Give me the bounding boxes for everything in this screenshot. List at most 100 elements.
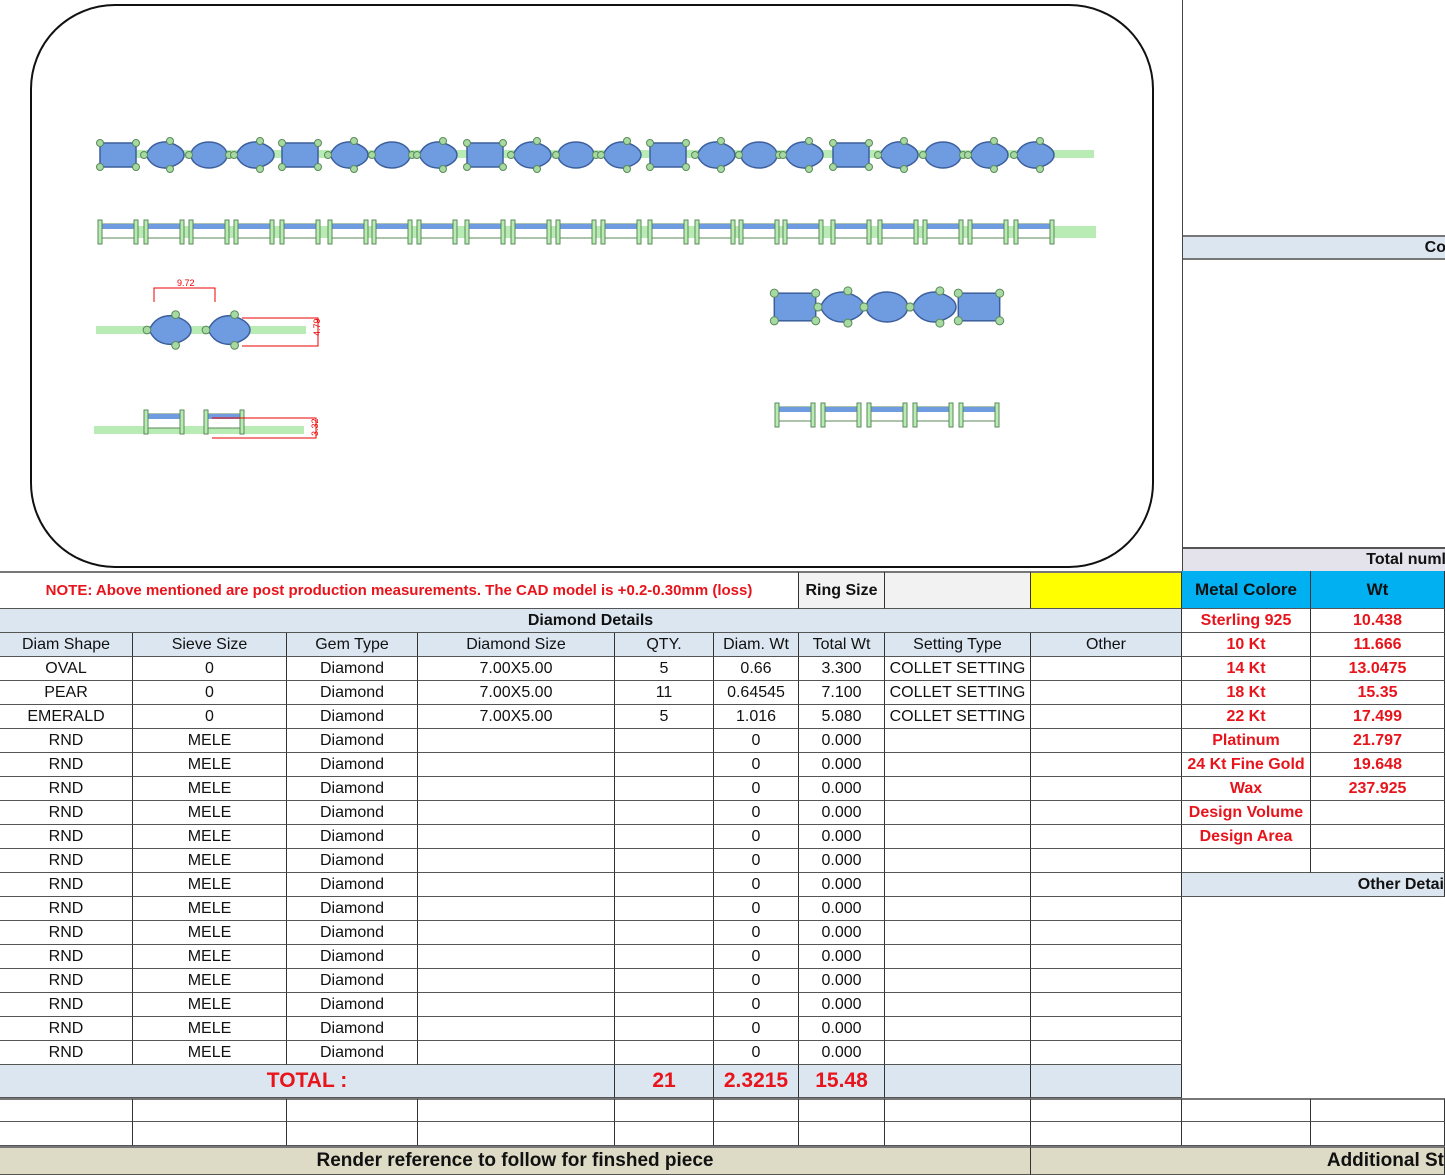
table-cell: Diamond [287, 897, 418, 921]
blank-cell [799, 1098, 885, 1122]
metal-weight: 15.35 [1311, 681, 1445, 705]
table-cell: MELE [133, 801, 287, 825]
table-cell [885, 729, 1031, 753]
prong-icon [935, 318, 945, 328]
table-cell: 0.000 [799, 801, 885, 825]
prong-side-icon [902, 402, 908, 428]
table-cell: 0.000 [799, 969, 885, 993]
prong-icon [900, 137, 908, 145]
blank-cell [1311, 1122, 1445, 1146]
prong-icon [735, 151, 743, 159]
prong-side-icon [877, 219, 883, 245]
prong-icon [682, 139, 690, 147]
prong-side-icon [866, 219, 872, 245]
prong-icon [256, 165, 264, 173]
metal-name: Design Area [1182, 825, 1311, 849]
table-cell: COLLET SETTING [885, 681, 1031, 705]
prong-icon [859, 302, 869, 312]
table-cell [1031, 1041, 1182, 1065]
gem-side-icon [652, 224, 684, 229]
metal-name [1182, 849, 1311, 873]
metal-weight: 11.666 [1311, 633, 1445, 657]
metal-name: Sterling 925 [1182, 609, 1311, 633]
emerald-gem-icon [466, 142, 504, 168]
prong-icon [717, 165, 725, 173]
prong-icon [439, 137, 447, 145]
other-details-header: Other Detai [1182, 873, 1445, 897]
table-cell: 5 [615, 705, 714, 729]
gem-side-icon [605, 224, 637, 229]
gem-side-icon [963, 407, 995, 412]
table-cell: RND [0, 801, 133, 825]
table-cell [615, 1041, 714, 1065]
table-cell [885, 801, 1031, 825]
prong-side-icon [994, 402, 1000, 428]
metal-weight [1311, 801, 1445, 825]
prong-side-icon [866, 402, 872, 428]
table-cell [418, 825, 615, 849]
table-cell: 0.000 [799, 825, 885, 849]
table-cell: MELE [133, 921, 287, 945]
blank-cell [0, 1098, 133, 1122]
table-cell: MELE [133, 777, 287, 801]
prong-side-icon [233, 219, 239, 245]
blank-cell [615, 1122, 714, 1146]
blank-cell [1031, 1098, 1182, 1122]
table-cell: RND [0, 993, 133, 1017]
prong-icon [843, 286, 853, 296]
emerald-gem-icon [99, 142, 137, 168]
table-cell [418, 729, 615, 753]
gem-side-icon [1018, 224, 1050, 229]
gem-side-icon [743, 224, 775, 229]
table-cell [418, 945, 615, 969]
pear-gem-icon [207, 314, 251, 346]
table-cell: MELE [133, 753, 287, 777]
table-cell: COLLET SETTING [885, 705, 1031, 729]
table-cell: RND [0, 849, 133, 873]
table-cell: MELE [133, 825, 287, 849]
table-cell: 5.080 [799, 705, 885, 729]
table-cell: 0 [714, 1017, 799, 1041]
prong-icon [368, 151, 376, 159]
prong-icon [132, 163, 140, 171]
table-cell [1031, 753, 1182, 777]
prong-icon [843, 318, 853, 328]
prong-side-icon [958, 402, 964, 428]
ring-size-value[interactable] [885, 571, 1031, 609]
gem-side-icon [825, 407, 857, 412]
prong-side-icon [694, 219, 700, 245]
prong-icon [811, 316, 821, 326]
prong-side-icon [647, 219, 653, 245]
metal-name: 14 Kt [1182, 657, 1311, 681]
prong-icon [953, 316, 963, 326]
blank-cell [1182, 1098, 1311, 1122]
table-cell: EMERALD [0, 705, 133, 729]
prong-side-icon [820, 402, 826, 428]
blank-cell [418, 1122, 615, 1146]
oval-gem-icon [740, 141, 778, 169]
metal-weight: 19.648 [1311, 753, 1445, 777]
emerald-gem-icon [649, 142, 687, 168]
prong-icon [1036, 137, 1044, 145]
table-cell: 0.000 [799, 1017, 885, 1041]
prong-side-icon [948, 402, 954, 428]
dimension-line [212, 417, 317, 439]
prong-icon [623, 165, 631, 173]
prong-icon [463, 163, 471, 171]
table-cell [885, 873, 1031, 897]
gem-side-icon [148, 224, 180, 229]
dimension-line [153, 287, 216, 302]
section-header-total: Total numl [1183, 547, 1445, 571]
table-cell: Diamond [287, 825, 418, 849]
oval-gem-icon [373, 141, 411, 169]
prong-icon [597, 151, 605, 159]
table-cell: 0 [714, 969, 799, 993]
metal-name: 10 Kt [1182, 633, 1311, 657]
prong-icon [171, 341, 180, 350]
column-header: Other [1031, 633, 1182, 657]
table-cell: RND [0, 825, 133, 849]
table-cell: 7.00X5.00 [418, 705, 615, 729]
right-panel: Co Total numl [1182, 0, 1445, 571]
table-cell [1031, 1017, 1182, 1041]
prong-icon [166, 165, 174, 173]
